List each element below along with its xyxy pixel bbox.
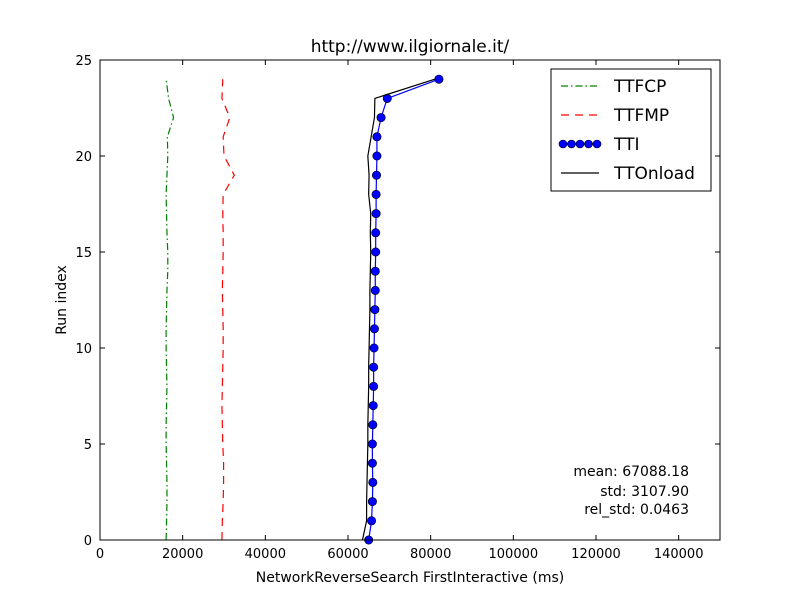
tti-point [371,189,381,199]
legend-label-ttfcp: TTFCP [613,77,666,97]
x-tick-label: 20000 [162,547,203,562]
tti-point [369,362,379,372]
tti-point [372,170,382,180]
x-tick-label: 40000 [245,547,286,562]
series-line-ttonload [361,78,435,541]
legend-marker [567,139,576,149]
tti-point [369,324,379,334]
y-tick-label: 10 [75,342,92,357]
tti-point [376,113,386,123]
tti-point [369,343,379,353]
tti-point [372,151,382,161]
series-line-ttfmp [221,79,236,541]
tti-point [369,381,379,391]
x-tick-label: 120000 [571,547,621,562]
legend-label-ttfmp: TTFMP [613,106,669,126]
y-axis-label: Run index [54,265,70,335]
plot-frame [99,59,721,541]
tti-point [370,305,380,315]
x-axis-label: NetworkReverseSearch FirstInteractive (m… [256,570,564,586]
tti-point [368,477,378,487]
chart-title: http://www.ilgiornale.it/ [311,37,510,57]
legend-marker [592,139,602,149]
stat-std: std: 3107.90 [600,484,689,500]
tti-point [371,228,381,238]
tti-point [372,132,382,142]
x-tick-label: 60000 [327,547,368,562]
tti-point [368,401,378,411]
tti-point [371,209,381,219]
legend-box [550,68,712,192]
y-tick-label: 20 [75,150,92,165]
tti-point [367,439,377,449]
x-tick-label: 80000 [410,547,451,562]
stat-mean: mean: 67088.18 [573,464,689,480]
tti-point [367,516,377,526]
y-tick-label: 0 [84,534,92,549]
tti-point [367,458,377,468]
legend: TTFCP TTFMP TTI TTOnload [550,68,712,192]
y-tick-label: 5 [84,438,92,453]
stat-rel-std: rel_std: 0.0463 [584,502,689,518]
y-tick-label: 15 [75,246,92,261]
series-layer [165,74,444,545]
legend-marker [575,139,585,149]
x-tick-label: 0 [96,547,104,562]
tti-point [370,266,380,276]
tti-point [370,285,380,295]
y-tick-label: 25 [75,54,92,69]
tti-point [434,74,444,84]
tti-point [368,420,378,430]
series-line-ttfcp [165,79,175,541]
tick-layer: 0 20000 40000 60000 80000 100000 120000 140000 0… [75,54,720,562]
legend-label-tti: TTI [613,135,639,155]
tti-point [367,497,377,507]
x-tick-label: 100000 [489,547,539,562]
stats-annotation: mean: 67088.18 std: 3107.90 rel_std: 0.0… [573,464,689,518]
x-tick-label: 140000 [654,547,704,562]
legend-label-ttonload: TTOnload [613,164,695,184]
tti-point [371,247,381,257]
legend-marker [558,139,568,149]
legend-marker [584,139,593,149]
